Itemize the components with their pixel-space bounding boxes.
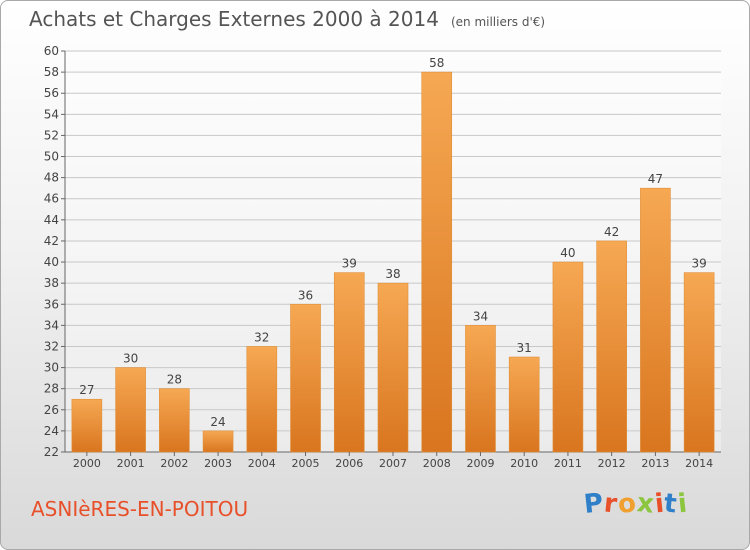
bar-value-label: 34	[473, 309, 488, 323]
bar-value-label: 28	[167, 373, 182, 387]
bar	[333, 272, 365, 453]
y-tick-label: 26	[44, 403, 59, 417]
y-tick-label: 22	[44, 445, 59, 459]
bar	[246, 346, 278, 453]
bar-value-label: 47	[648, 172, 663, 186]
proxiti-logo[interactable]: Proxiti	[582, 488, 690, 520]
bar-value-label: 32	[254, 330, 269, 344]
bar-value-label: 36	[298, 288, 313, 302]
x-tick-label: 2006	[335, 457, 363, 470]
y-tick-label: 52	[44, 128, 59, 142]
bar	[290, 303, 321, 453]
bar-value-label: 30	[123, 352, 138, 366]
bar	[552, 261, 584, 453]
y-tick-label: 30	[44, 361, 59, 375]
y-tick-label: 48	[44, 171, 59, 185]
chart-unit: (en milliers d'€)	[450, 15, 546, 29]
bar	[377, 282, 409, 453]
y-tick-label: 38	[44, 276, 59, 290]
x-tick-label: 2013	[641, 457, 669, 470]
bar-value-label: 40	[560, 246, 575, 260]
y-tick-label: 36	[44, 297, 59, 311]
x-tick-label: 2001	[117, 457, 145, 470]
chart-title: Achats et Charges Externes 2000 à 2014	[29, 7, 439, 31]
bar-value-label: 39	[342, 257, 357, 271]
y-tick-label: 60	[44, 44, 59, 58]
x-tick-label: 2002	[160, 457, 188, 470]
bar-value-label: 27	[79, 383, 94, 397]
x-tick-label: 2004	[248, 457, 276, 470]
y-tick-label: 54	[44, 107, 59, 121]
y-tick-label: 24	[44, 424, 59, 438]
y-tick-label: 34	[44, 318, 59, 332]
bar	[683, 272, 715, 453]
chart-title-row: Achats et Charges Externes 2000 à 2014 (e…	[29, 7, 545, 31]
x-tick-label: 2012	[598, 457, 626, 470]
bar	[508, 356, 540, 453]
bar	[465, 325, 496, 453]
bar-value-label: 58	[429, 56, 444, 70]
x-tick-label: 2003	[204, 457, 232, 470]
y-tick-label: 32	[44, 339, 59, 353]
y-tick-label: 50	[44, 150, 59, 164]
bar	[115, 367, 146, 453]
y-tick-label: 46	[44, 192, 59, 206]
x-tick-label: 2009	[466, 457, 494, 470]
x-tick-label: 2005	[292, 457, 320, 470]
y-tick-label: 58	[44, 65, 59, 79]
y-tick-label: 44	[44, 213, 59, 227]
bar	[202, 430, 234, 453]
x-tick-label: 2010	[510, 457, 538, 470]
bar-value-label: 42	[604, 225, 619, 239]
bar-value-label: 31	[517, 341, 532, 355]
bar-value-label: 38	[385, 267, 400, 281]
bar-value-label: 39	[691, 257, 706, 271]
x-tick-label: 2014	[685, 457, 713, 470]
logo-letter: i	[676, 488, 690, 520]
y-tick-label: 28	[44, 382, 59, 396]
x-tick-label: 2008	[423, 457, 451, 470]
bar	[596, 240, 627, 453]
place-name: ASNIèRES-EN-POITOU	[31, 497, 249, 521]
x-tick-label: 2011	[554, 457, 582, 470]
bar	[159, 388, 190, 453]
y-tick-label: 40	[44, 255, 59, 269]
bar	[71, 398, 103, 453]
y-tick-label: 56	[44, 86, 59, 100]
x-tick-label: 2007	[379, 457, 407, 470]
bar	[421, 71, 453, 453]
bar-value-label: 24	[210, 415, 225, 429]
x-tick-label: 2000	[73, 457, 101, 470]
bar	[640, 187, 671, 453]
y-tick-label: 42	[44, 234, 59, 248]
